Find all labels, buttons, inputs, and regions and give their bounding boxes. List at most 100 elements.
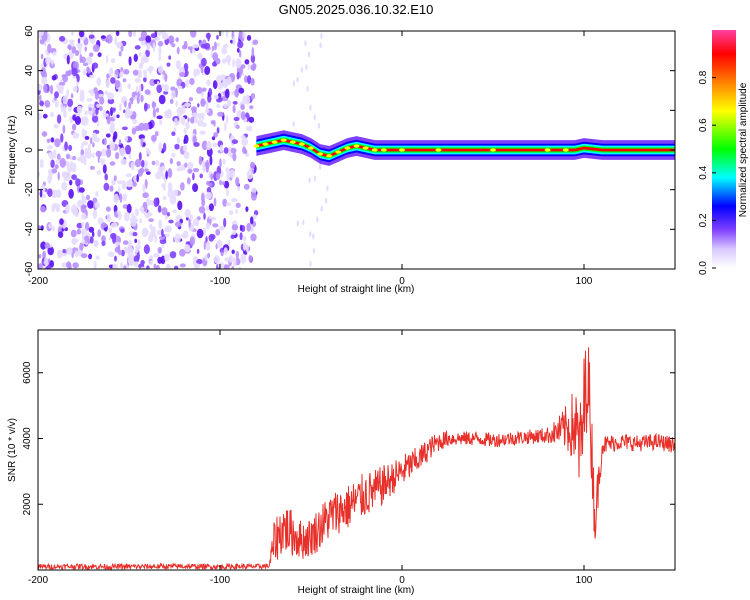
heatmap-noise-cell xyxy=(164,177,167,184)
heatmap-noise-cell xyxy=(161,183,166,188)
heatmap-noise-cell xyxy=(128,31,133,38)
heatmap-noise-cell xyxy=(127,83,131,89)
heatmap-noise-cell xyxy=(74,50,80,56)
heatmap-noise-cell xyxy=(40,225,44,231)
heatmap-noise-cell xyxy=(48,152,53,158)
heatmap-noise-cell xyxy=(222,198,228,207)
heatmap-noise-cell xyxy=(235,58,242,69)
heatmap-noise-cell xyxy=(193,68,197,78)
heatmap-noise-cell xyxy=(157,40,164,47)
heatmap-noise-cell xyxy=(309,104,312,111)
heatmap-noise-cell xyxy=(70,162,77,173)
heatmap-noise-cell xyxy=(149,231,156,238)
heatmap-noise-cell xyxy=(186,177,191,185)
heatmap-noise-cell xyxy=(153,263,157,269)
heatmap-noise-cell xyxy=(234,88,240,98)
heatmap-noise-cell xyxy=(69,155,73,161)
heatmap-noise-cell xyxy=(238,87,245,94)
heatmap-noise-cell xyxy=(65,70,72,76)
heatmap-noise-cell xyxy=(94,90,99,101)
heatmap-noise-cell xyxy=(207,252,211,259)
heatmap-noise-cell xyxy=(129,110,133,116)
heatmap-noise-cell xyxy=(213,197,217,207)
heatmap-noise-cell xyxy=(62,95,68,104)
heatmap-noise-cell xyxy=(44,257,48,262)
heatmap-noise-cell xyxy=(96,120,100,127)
heatmap-noise-cell xyxy=(148,65,154,71)
heatmap-noise-cell xyxy=(105,206,111,212)
heatmap-noise-cell xyxy=(134,261,139,268)
heatmap-noise-cell xyxy=(241,137,249,146)
heatmap-noise-cell xyxy=(188,97,194,102)
heatmap-noise-cell xyxy=(165,170,168,180)
top-y-axis-label: Frequency (Hz) xyxy=(7,116,18,185)
top-xtick-label: -100 xyxy=(210,276,230,287)
heatmap-noise-cell xyxy=(326,185,329,192)
heatmap-noise-cell xyxy=(109,185,114,192)
heatmap-noise-cell xyxy=(70,93,74,99)
heatmap-noise-cell xyxy=(204,254,208,261)
heatmap-noise-cell xyxy=(232,257,237,267)
heatmap-noise-cell xyxy=(211,45,215,52)
top-ytick-label: 40 xyxy=(24,65,35,77)
heatmap-noise-cell xyxy=(217,111,224,117)
heatmap-noise-cell xyxy=(77,38,81,44)
heatmap-noise-cell xyxy=(51,168,58,174)
heatmap-noise-cell xyxy=(110,77,116,84)
heatmap-noise-cell xyxy=(89,236,94,244)
heatmap-noise-cell xyxy=(159,238,167,245)
heatmap-noise-cell xyxy=(192,172,195,181)
heatmap-noise-cell xyxy=(224,121,227,132)
heatmap-noise-cell xyxy=(139,206,145,212)
heatmap-noise-cell xyxy=(211,136,216,141)
heatmap-noise-cell xyxy=(128,240,133,249)
heatmap-noise-cell xyxy=(92,209,98,219)
heatmap-noise-cell xyxy=(191,112,199,118)
heatmap-noise-cell xyxy=(115,31,120,37)
heatmap-noise-cell xyxy=(57,231,64,238)
heatmap-noise-cell xyxy=(319,42,322,49)
bottom-plot-frame xyxy=(37,329,676,571)
heatmap-noise-cell xyxy=(233,116,240,122)
heatmap-noise-cell xyxy=(240,135,246,139)
heatmap-noise-cell xyxy=(123,247,127,252)
heatmap-noise-cell xyxy=(96,77,102,87)
heatmap-noise-cell xyxy=(88,226,95,233)
heatmap-noise-cell xyxy=(51,189,58,199)
heatmap-noise-cell xyxy=(244,94,251,105)
heatmap-noise-cell xyxy=(72,262,79,269)
heatmap-noise-cell xyxy=(213,132,218,138)
heatmap-noise-cell xyxy=(236,110,242,119)
heatmap-noise-cell xyxy=(139,218,143,224)
heatmap-noise-cell xyxy=(120,67,124,72)
heatmap-noise-cell xyxy=(81,192,84,201)
heatmap-noise-cell xyxy=(81,141,89,146)
heatmap-noise-cell xyxy=(148,218,154,223)
heatmap-noise-cell xyxy=(134,159,142,168)
heatmap-noise-cell xyxy=(61,262,68,268)
heatmap-noise-cell xyxy=(124,100,127,108)
heatmap-noise-cell xyxy=(176,167,183,172)
heatmap-noise-cell xyxy=(192,183,199,193)
heatmap-noise-cell xyxy=(223,217,227,228)
heatmap-noise-cell xyxy=(162,142,167,152)
heatmap-noise-cell xyxy=(231,139,238,145)
heatmap-noise-cell xyxy=(131,215,137,222)
heatmap-noise-cell xyxy=(152,100,155,110)
top-xtick-label: -200 xyxy=(28,276,48,287)
heatmap-noise-cell xyxy=(140,266,147,269)
heatmap-noise-cell xyxy=(223,180,230,189)
heatmap-noise-cell xyxy=(166,212,170,217)
heatmap-noise-cell xyxy=(204,66,211,75)
heatmap-noise-cell xyxy=(180,182,185,191)
heatmap-noise-cell xyxy=(114,36,118,46)
heatmap-noise-cell xyxy=(205,191,212,200)
heatmap-noise-cell xyxy=(82,62,89,67)
signal-ridge-peak xyxy=(399,148,405,152)
heatmap-noise-cell xyxy=(138,152,142,161)
heatmap-noise-cell xyxy=(60,103,63,113)
heatmap-noise-cell xyxy=(251,47,255,57)
heatmap-noise-cell xyxy=(162,195,167,201)
heatmap-noise-cell xyxy=(95,190,99,197)
heatmap-noise-cell xyxy=(112,263,118,269)
